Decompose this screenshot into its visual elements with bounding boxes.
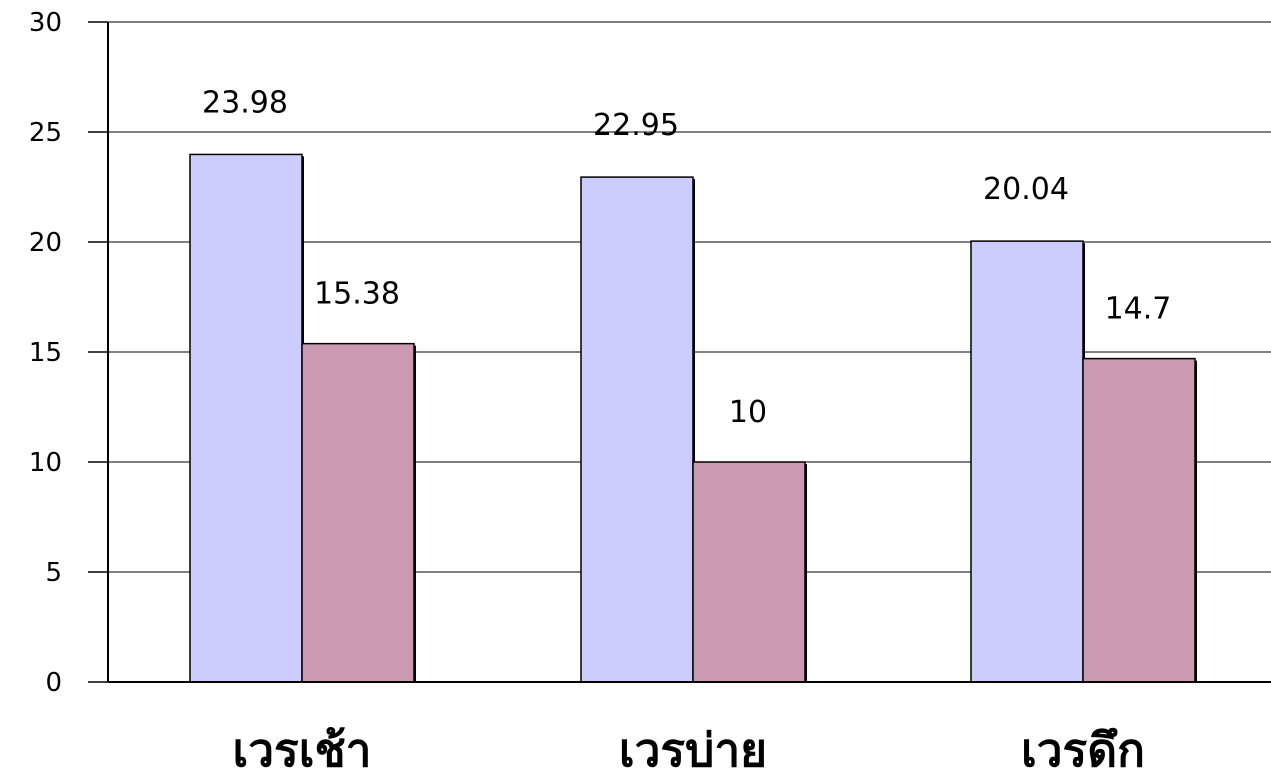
data-label-0-0: 23.98 [202,85,288,120]
labels: 0 5 10 15 20 25 30 23.98 15.38 เวรเช้า 22.95 10 เวรบ… [29,8,1171,769]
bar-0-0 [189,153,303,683]
data-label-2-0: 20.04 [983,172,1069,207]
data-label-1-0: 22.95 [593,108,679,143]
bar-0-1 [301,342,415,683]
data-label-0-1: 15.38 [314,277,400,312]
data-label-1-1: 10 [729,395,767,430]
y-tick-label-5: 5 [45,558,62,588]
axes [88,21,1271,683]
category-label-1: เวรบ่าย [619,723,767,769]
y-tick-label-0: 0 [45,668,62,698]
bar-2-1 [1082,357,1196,683]
bar-1-0 [580,176,694,683]
y-tick-label-15: 15 [29,338,62,368]
y-tick-label-20: 20 [29,228,62,258]
bar-1-1 [692,461,806,683]
y-tick-label-30: 30 [29,8,62,38]
y-tick-label-25: 25 [29,118,62,148]
bar-2-0 [970,240,1084,683]
category-label-0: เวรเช้า [232,723,371,769]
data-label-2-1: 14.7 [1105,292,1172,327]
y-tick-label-10: 10 [29,448,62,478]
bars [189,153,1197,683]
category-label-2: เวรดึก [1021,723,1145,769]
